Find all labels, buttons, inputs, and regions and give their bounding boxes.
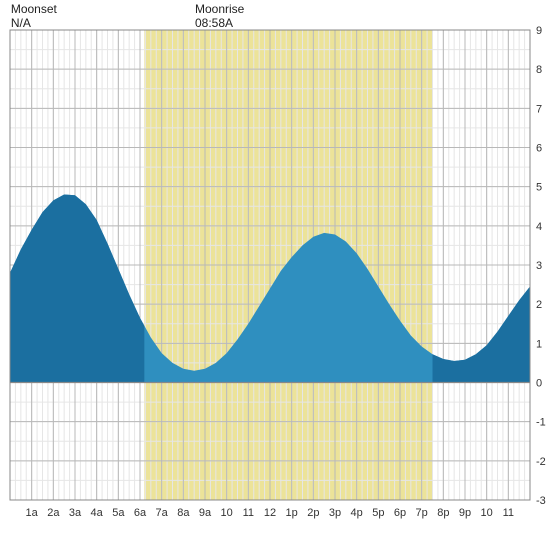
y-tick-label: 6 xyxy=(536,143,542,155)
tide-chart: Moonset N/A Moonrise 08:58A -3-2-1012345… xyxy=(0,0,550,550)
x-tick-label: 6a xyxy=(134,507,147,519)
y-tick-label: 0 xyxy=(536,378,542,390)
y-tick-label: 8 xyxy=(536,64,542,76)
y-tick-label: 9 xyxy=(536,25,542,37)
x-tick-label: 7p xyxy=(416,507,428,519)
x-tick-label: 10 xyxy=(221,507,233,519)
moonset-value: N/A xyxy=(11,16,57,30)
x-axis-labels: 1a 2a 3a 4a 5a 6a 7a 8a 9a 10 11 12 1p 2p 3p 4p 5p 6p 7p 8p… xyxy=(26,507,515,519)
x-tick-label: 10 xyxy=(481,507,493,519)
x-tick-label: 8a xyxy=(177,507,190,519)
x-tick-label: 11 xyxy=(503,507,514,519)
x-tick-label: 9p xyxy=(459,507,471,519)
moonset-title: Moonset xyxy=(11,2,57,16)
y-tick-label: 5 xyxy=(536,182,542,194)
x-tick-label: 5a xyxy=(112,507,125,519)
x-tick-label: 9a xyxy=(199,507,212,519)
y-tick-label: -1 xyxy=(536,417,546,429)
y-tick-label: -3 xyxy=(536,495,546,507)
x-tick-label: 1p xyxy=(286,507,298,519)
y-tick-label: 7 xyxy=(536,103,542,115)
x-tick-label: 3p xyxy=(329,507,341,519)
y-tick-label: 2 xyxy=(536,299,542,311)
x-tick-label: 4p xyxy=(351,507,363,519)
x-tick-label: 5p xyxy=(372,507,384,519)
chart-svg: -3-2-101234567891a2a3a4a5a6a7a8a9a101112… xyxy=(0,0,550,550)
x-tick-label: 1a xyxy=(26,507,39,519)
x-tick-label: 11 xyxy=(243,507,254,519)
x-tick-label: 12 xyxy=(264,507,276,519)
y-tick-label: 1 xyxy=(536,338,542,350)
x-tick-label: 2p xyxy=(307,507,319,519)
x-tick-label: 8p xyxy=(437,507,449,519)
x-tick-label: 2a xyxy=(47,507,60,519)
y-tick-label: 3 xyxy=(536,260,542,272)
y-tick-label: -2 xyxy=(536,456,546,468)
moonrise-title: Moonrise xyxy=(195,2,244,16)
moonrise-value: 08:58A xyxy=(195,16,244,30)
x-tick-label: 4a xyxy=(91,507,104,519)
y-tick-label: 4 xyxy=(536,221,542,233)
moonset-label: Moonset N/A xyxy=(11,2,57,31)
moonrise-label: Moonrise 08:58A xyxy=(195,2,244,31)
x-tick-label: 3a xyxy=(69,507,82,519)
x-tick-label: 6p xyxy=(394,507,406,519)
x-tick-label: 7a xyxy=(156,507,169,519)
